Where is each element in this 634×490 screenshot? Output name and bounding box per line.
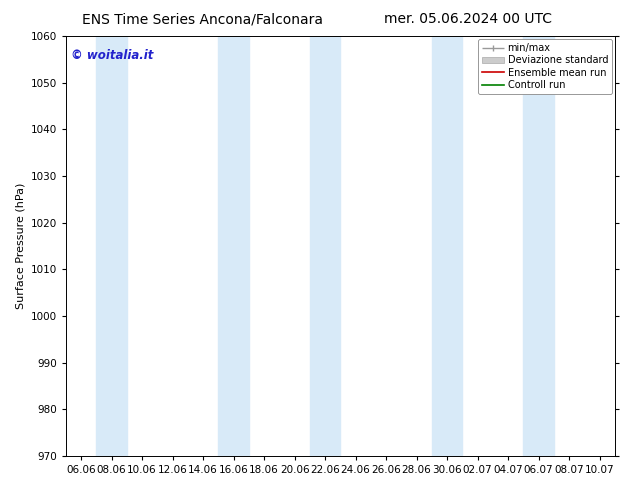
Text: © woitalia.it: © woitalia.it: [71, 49, 153, 62]
Bar: [432, 36, 462, 456]
Bar: [310, 36, 340, 456]
Y-axis label: Surface Pressure (hPa): Surface Pressure (hPa): [15, 183, 25, 309]
Text: ENS Time Series Ancona/Falconara: ENS Time Series Ancona/Falconara: [82, 12, 323, 26]
Bar: [96, 36, 127, 456]
Bar: [218, 36, 249, 456]
Text: mer. 05.06.2024 00 UTC: mer. 05.06.2024 00 UTC: [384, 12, 552, 26]
Bar: [523, 36, 554, 456]
Legend: min/max, Deviazione standard, Ensemble mean run, Controll run: min/max, Deviazione standard, Ensemble m…: [479, 39, 612, 94]
